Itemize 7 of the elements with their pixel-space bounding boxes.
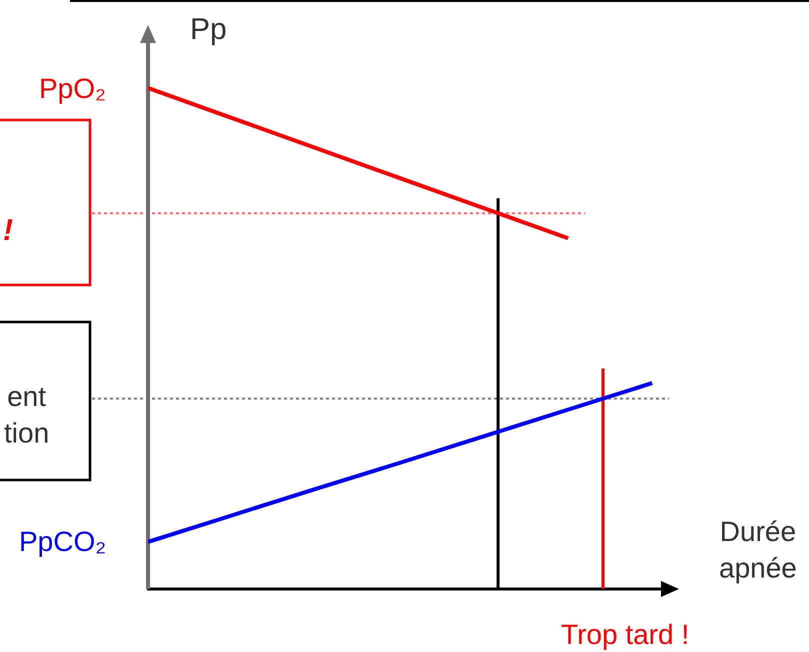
series-label: PpO₂ — [39, 73, 106, 104]
text: Trop tard ! — [561, 619, 690, 650]
text: ent tion — [4, 381, 50, 448]
text: ! — [3, 214, 13, 247]
series-label: PpCO₂ — [19, 526, 106, 557]
y-axis-title: Pp — [190, 13, 227, 46]
x-axis-title: Durée apnée — [719, 516, 797, 584]
